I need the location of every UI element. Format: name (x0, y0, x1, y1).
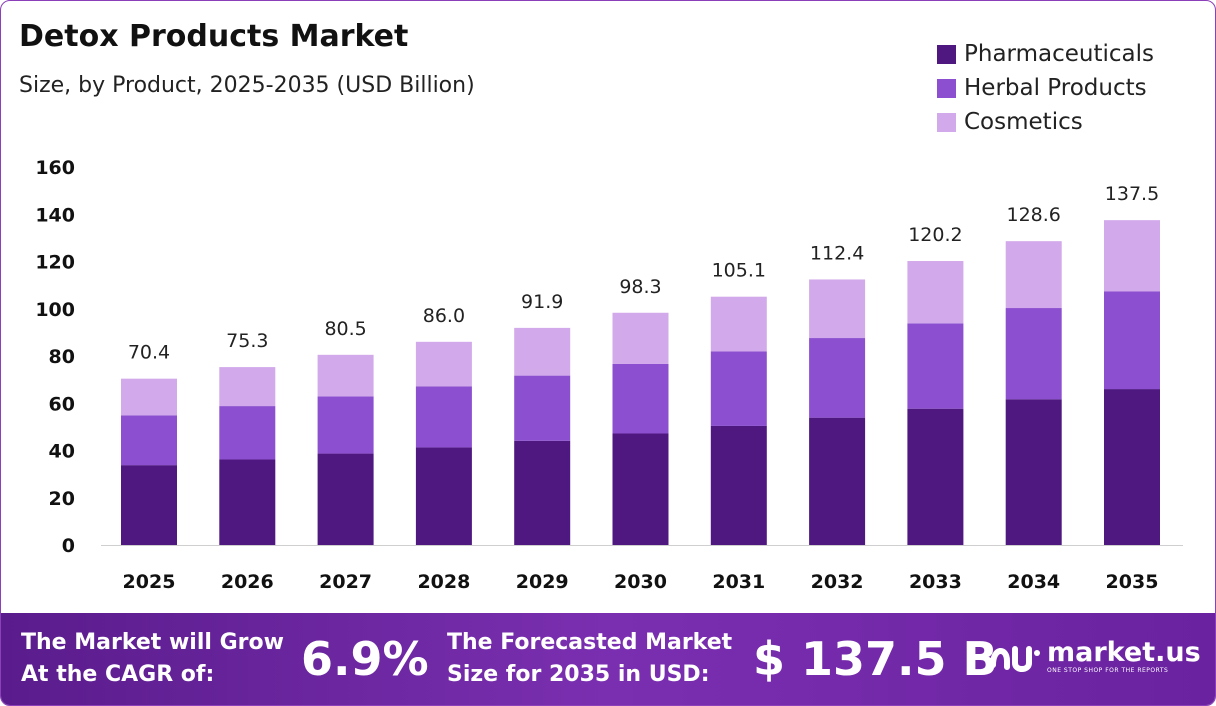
x-tick-label: 2032 (811, 571, 864, 593)
bar-segment-pharmaceuticals (1104, 389, 1160, 545)
legend-label: Herbal Products (964, 75, 1147, 101)
stacked-bar-chart: 0 20 40 60 80 100 120 140 160 70.4 2025 75.3 2026 80.… (35, 157, 1183, 593)
x-tick-label: 2030 (614, 571, 667, 593)
bar-segment-herbal-products (415, 386, 472, 448)
y-tick-label: 40 (49, 441, 75, 463)
y-tick-label: 80 (49, 346, 75, 368)
x-tick-label: 2027 (319, 571, 372, 593)
bar-segment-herbal-products (121, 415, 177, 466)
x-tick-label: 2029 (516, 571, 569, 593)
bar-segment-herbal-products (219, 406, 276, 460)
y-tick-label: 140 (35, 204, 75, 226)
x-tick-label: 2025 (123, 571, 176, 593)
bar-segment-pharmaceuticals (710, 425, 767, 545)
y-tick-label: 120 (35, 252, 75, 274)
bar-segment-herbal-products (710, 351, 767, 426)
bar-segment-cosmetics (809, 279, 866, 339)
bar-segment-cosmetics (514, 327, 571, 376)
bar-segment-pharmaceuticals (514, 440, 571, 545)
y-tick-label: 60 (49, 393, 75, 415)
logo-name: market.us (1047, 637, 1201, 668)
bar-segment-pharmaceuticals (415, 447, 472, 545)
market-size-value: $ 137.5 B (753, 632, 998, 686)
bar-segment-cosmetics (612, 312, 669, 364)
bar-total-label: 120.2 (908, 224, 962, 246)
bar-total-label: 86.0 (423, 305, 465, 327)
bar-total-label: 91.9 (521, 291, 563, 313)
bar-segment-pharmaceuticals (612, 433, 669, 545)
bar-segment-herbal-products (1104, 291, 1160, 390)
x-tick-label: 2033 (909, 571, 962, 593)
legend-item-cosmetics: Cosmetics (937, 105, 1154, 139)
bar-segment-herbal-products (317, 396, 374, 454)
bar-total-label: 137.5 (1105, 183, 1159, 205)
logo-tagline: ONE STOP SHOP FOR THE REPORTS (1047, 667, 1169, 674)
bar-total-label: 80.5 (324, 318, 366, 340)
x-tick-label: 2031 (712, 571, 765, 593)
bar-total-label: 105.1 (712, 260, 766, 282)
legend-swatch-cosmetics (937, 112, 956, 132)
bar-segment-pharmaceuticals (317, 453, 374, 545)
y-tick-label: 160 (35, 157, 75, 179)
bar-segment-herbal-products (809, 338, 866, 418)
bar-segment-herbal-products (907, 323, 964, 409)
chart-subtitle: Size, by Product, 2025-2035 (USD Billion… (19, 73, 475, 98)
bar-segment-herbal-products (1005, 308, 1062, 400)
bar-total-label: 75.3 (226, 330, 268, 352)
market-us-logo: market.us ONE STOP SHOP FOR THE REPORTS (989, 639, 1201, 675)
bar-segment-cosmetics (415, 341, 472, 387)
y-tick-label: 20 (49, 488, 75, 510)
bar-segment-pharmaceuticals (907, 408, 964, 545)
market-us-logo-icon (990, 646, 1040, 672)
legend-label: Cosmetics (964, 109, 1083, 135)
bar-segment-cosmetics (1104, 220, 1160, 292)
x-tick-label: 2028 (417, 571, 470, 593)
bar-segment-cosmetics (907, 261, 964, 324)
legend-item-pharmaceuticals: Pharmaceuticals (937, 37, 1154, 71)
bar-total-label: 128.6 (1006, 204, 1060, 226)
bar-segment-herbal-products (514, 375, 571, 441)
legend-swatch-herbal-products (937, 78, 956, 98)
chart-title: Detox Products Market (19, 19, 409, 54)
market-size-label-line-1: The Forecasted Market (447, 630, 733, 655)
cagr-value: 6.9% (301, 632, 429, 686)
legend-label: Pharmaceuticals (964, 41, 1154, 67)
bar-segment-pharmaceuticals (219, 459, 276, 545)
legend-item-herbal-products: Herbal Products (937, 71, 1154, 105)
bar-segment-cosmetics (1005, 241, 1062, 309)
x-tick-label: 2026 (221, 571, 274, 593)
bar-total-label: 112.4 (810, 242, 864, 264)
bar-total-label: 98.3 (619, 276, 661, 298)
bar-total-label: 70.4 (128, 342, 170, 364)
bar-segment-cosmetics (121, 378, 177, 416)
bar-segment-cosmetics (219, 367, 276, 407)
bar-segment-pharmaceuticals (121, 465, 177, 545)
bar-segment-herbal-products (612, 363, 669, 434)
x-tick-label: 2035 (1106, 571, 1159, 593)
legend-swatch-pharmaceuticals (937, 44, 956, 64)
bar-segment-pharmaceuticals (809, 417, 866, 545)
y-tick-label: 0 (62, 535, 75, 557)
footer-banner: The Market will Grow At the CAGR of: 6.9… (1, 613, 1215, 705)
cagr-label-line-2: At the CAGR of: (21, 662, 215, 687)
x-tick-label: 2034 (1007, 571, 1060, 593)
bar-segment-cosmetics (317, 354, 374, 397)
market-size-label-line-2: Size for 2035 in USD: (447, 662, 710, 687)
y-tick-label: 100 (35, 299, 75, 321)
legend: Pharmaceuticals Herbal Products Cosmetic… (937, 37, 1154, 139)
bar-segment-pharmaceuticals (1005, 399, 1062, 545)
cagr-label-line-1: The Market will Grow (21, 630, 284, 655)
bar-segment-cosmetics (710, 296, 767, 352)
